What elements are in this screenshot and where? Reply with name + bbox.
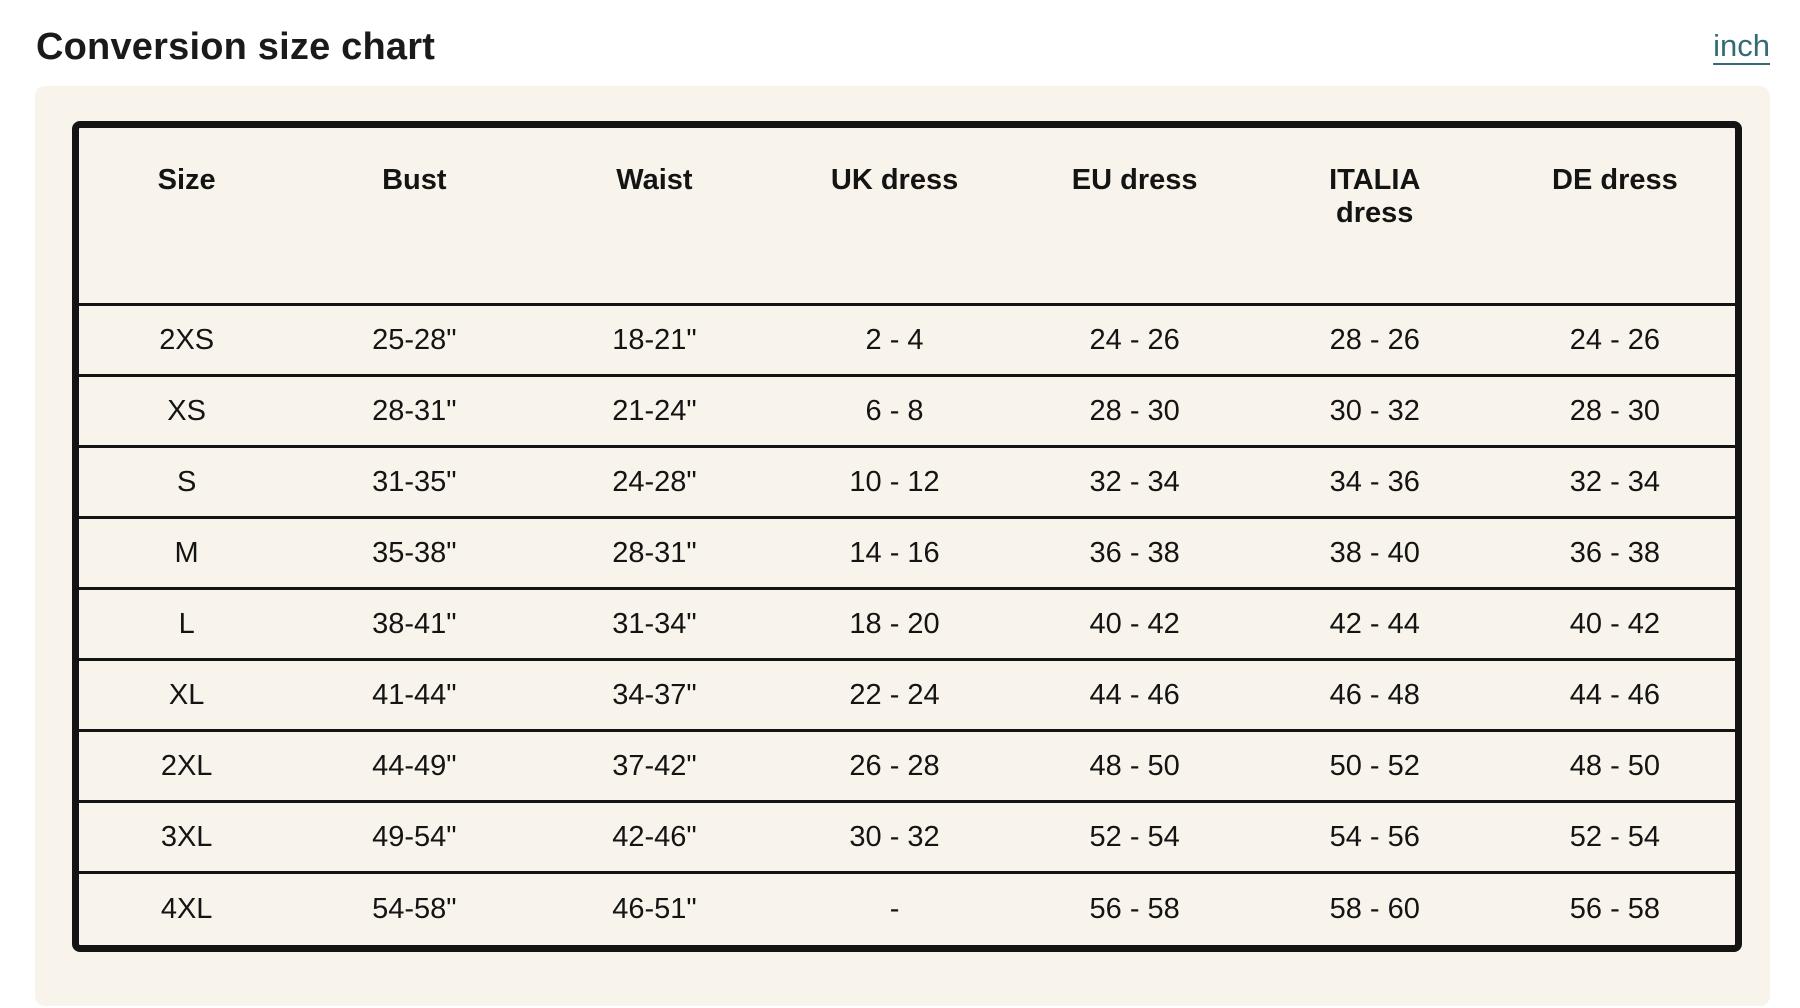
cell-uk-dress: 10 - 12 [774,448,1015,519]
cell-italia-dress: 50 - 52 [1254,732,1495,803]
cell-italia-dress: 58 - 60 [1329,893,1420,925]
cell-eu-dress: 24 - 26 [1014,306,1255,377]
cell-uk-dress: 18 - 20 [774,590,1015,661]
table-row-l: L 38-41" 31-34" 18 - 20 40 - 42 42 - 44 … [79,590,1735,661]
cell-italia-dress: 54 - 56 [1254,803,1495,874]
column-header-waist: Waist [534,128,775,306]
cell-uk-dress: 26 - 28 [774,732,1015,803]
unit-toggle-link[interactable]: inch [1713,28,1770,63]
cell-size: 3XL [79,803,295,874]
cell-waist: 21-24" [534,377,775,448]
cell-de-dress: 48 - 50 [1494,732,1735,803]
cell-waist: 24-28" [534,448,775,519]
cell-bust: 35-38" [294,519,535,590]
cell-eu-dress: 56 - 58 [1089,893,1180,925]
cell-size: M [79,519,295,590]
table-row-xl: XL 41-44" 34-37" 22 - 24 44 - 46 46 - 48… [79,661,1735,732]
column-header-italia-dress: ITALIA dress [1254,128,1495,306]
cell-size: XL [79,661,295,732]
table-row-m: M 35-38" 28-31" 14 - 16 36 - 38 38 - 40 … [79,519,1735,590]
cell-waist: 28-31" [534,519,775,590]
cell-bust: 41-44" [294,661,535,732]
cell-italia-dress: 34 - 36 [1254,448,1495,519]
page-header: Conversion size chart inch [0,0,1800,86]
cell-eu-dress: 28 - 30 [1014,377,1255,448]
cell-bust: 31-35" [294,448,535,519]
cell-eu-dress: 40 - 42 [1014,590,1255,661]
cell-size: L [79,590,295,661]
cell-uk-dress: 2 - 4 [774,306,1015,377]
cell-italia-dress: 28 - 26 [1254,306,1495,377]
cell-size: S [79,448,295,519]
column-header-uk-dress: UK dress [774,128,1015,306]
cell-italia-dress: 38 - 40 [1254,519,1495,590]
cell-size: XS [79,377,295,448]
cell-uk-dress: 30 - 32 [774,803,1015,874]
cell-italia-dress: 30 - 32 [1254,377,1495,448]
cell-bust: 38-41" [294,590,535,661]
cell-bust: 44-49" [294,732,535,803]
cell-eu-dress: 36 - 38 [1014,519,1255,590]
cell-uk-dress: 22 - 24 [774,661,1015,732]
header-row: Size Bust Waist UK dress EU dress ITALIA… [79,128,1735,306]
cell-eu-dress: 44 - 46 [1014,661,1255,732]
cell-de-dress: 44 - 46 [1494,661,1735,732]
cell-bust: 54-58" [372,893,457,925]
size-chart-table: Size Bust Waist UK dress EU dress ITALIA… [72,121,1742,952]
cell-de-dress: 32 - 34 [1494,448,1735,519]
cell-de-dress: 56 - 58 [1569,893,1661,925]
column-header-de-dress: DE dress [1494,128,1735,306]
cell-uk-dress: 14 - 16 [774,519,1015,590]
cell-size: 4XL [160,893,213,925]
page-title: Conversion size chart [36,26,436,68]
cell-waist: 46-51" [612,893,697,925]
cell-size: 2XS [79,306,295,377]
column-header-size: Size [79,128,295,306]
cell-uk-dress: 6 - 8 [774,377,1015,448]
cell-de-dress: 40 - 42 [1494,590,1735,661]
table-row-4xl: 4XL 54-58" 46-51" - 56 - 58 58 - 60 56 -… [79,874,1735,945]
table-row-xs: XS 28-31" 21-24" 6 - 8 28 - 30 30 - 32 2… [79,377,1735,448]
table-row-3xl: 3XL 49-54" 42-46" 30 - 32 52 - 54 54 - 5… [79,803,1735,874]
cell-de-dress: 52 - 54 [1494,803,1735,874]
cell-bust: 28-31" [294,377,535,448]
cell-waist: 18-21" [534,306,775,377]
cell-bust: 25-28" [294,306,535,377]
table-row-2xs: 2XS 25-28" 18-21" 2 - 4 24 - 26 28 - 26 … [79,306,1735,377]
cell-waist: 34-37" [534,661,775,732]
cell-italia-dress: 42 - 44 [1254,590,1495,661]
cell-italia-dress: 46 - 48 [1254,661,1495,732]
cell-eu-dress: 52 - 54 [1014,803,1255,874]
cell-de-dress: 24 - 26 [1494,306,1735,377]
cell-eu-dress: 48 - 50 [1014,732,1255,803]
cell-de-dress: 36 - 38 [1494,519,1735,590]
cell-eu-dress: 32 - 34 [1014,448,1255,519]
table-row-2xl: 2XL 44-49" 37-42" 26 - 28 48 - 50 50 - 5… [79,732,1735,803]
column-header-bust: Bust [294,128,535,306]
cell-bust: 49-54" [294,803,535,874]
size-chart-panel: Size Bust Waist UK dress EU dress ITALIA… [35,86,1770,1006]
cell-waist: 31-34" [534,590,775,661]
cell-uk-dress: - [889,893,900,925]
column-header-eu-dress: EU dress [1014,128,1255,306]
cell-de-dress: 28 - 30 [1494,377,1735,448]
cell-waist: 37-42" [534,732,775,803]
cell-size: 2XL [79,732,295,803]
table-row-s: S 31-35" 24-28" 10 - 12 32 - 34 34 - 36 … [79,448,1735,519]
cell-waist: 42-46" [534,803,775,874]
